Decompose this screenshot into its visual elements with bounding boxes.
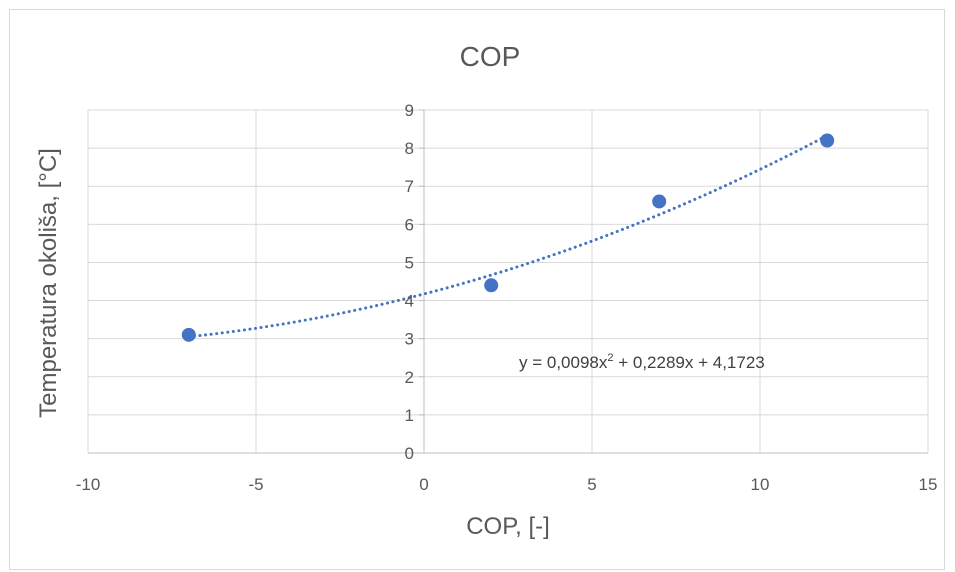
data-point [484, 278, 499, 293]
y-tick-label: 9 [405, 101, 414, 120]
x-tick-label: 0 [419, 475, 428, 494]
x-tick-label: 10 [751, 475, 770, 494]
y-tick-label: 1 [405, 406, 414, 425]
trendline [187, 134, 829, 339]
equation-superscript: 2 [607, 352, 613, 364]
x-tick-label: -5 [248, 475, 263, 494]
chart-title: COP [460, 41, 521, 72]
trendline-layer [187, 134, 829, 339]
equation-suffix: + 0,2289x + 4,1723 [614, 353, 765, 372]
equation-prefix: y = 0,0098x [519, 353, 608, 372]
tick-labels-layer: 0 1 2 3 4 5 6 7 8 9 -10 -5 0 5 10 15 [76, 101, 938, 494]
x-tick-label: 5 [587, 475, 596, 494]
grid-layer [87, 109, 929, 454]
x-tick-label: 15 [919, 475, 938, 494]
y-tick-label: 4 [405, 292, 414, 311]
trendline-equation: y = 0,0098x2 + 0,2289x + 4,1723 [519, 352, 765, 372]
data-point [652, 194, 667, 209]
y-axis-title: Temperatura okoliša, [°C] [35, 148, 62, 418]
chart-frame [9, 9, 945, 570]
data-point [820, 133, 835, 148]
y-tick-label: 8 [405, 139, 414, 158]
y-tick-label: 7 [405, 177, 414, 196]
y-tick-label: 2 [405, 368, 414, 387]
y-tick-label: 5 [405, 253, 414, 272]
y-tick-label: 6 [405, 215, 414, 234]
x-axis-title: COP, [-] [466, 513, 550, 540]
y-tick-label: 0 [405, 444, 414, 463]
x-tick-label: -10 [76, 475, 101, 494]
points-layer [181, 133, 835, 342]
data-point [181, 327, 196, 342]
y-tick-label: 3 [405, 330, 414, 349]
